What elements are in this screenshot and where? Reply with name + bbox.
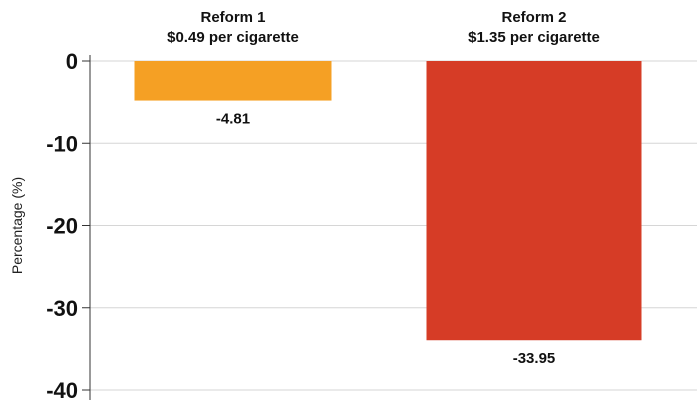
category-labels: Reform 1 $0.49 per cigarette Reform 2 $1.35… (167, 9, 600, 46)
y-tick-label: -20 (46, 214, 78, 239)
category-label: Reform 1 (200, 9, 265, 26)
y-tick-labels: 0 -10 -20 -30 -40 (46, 49, 78, 403)
y-tick-label: -40 (46, 378, 78, 403)
category-label: $1.35 per cigarette (468, 29, 600, 46)
data-label: -4.81 (216, 111, 250, 128)
y-tick-label: 0 (66, 49, 78, 74)
bar (134, 61, 332, 101)
category-label: $0.49 per cigarette (167, 29, 299, 46)
bar (426, 61, 642, 341)
y-axis-title: Percentage (%) (9, 177, 25, 274)
data-label: -33.95 (513, 350, 556, 367)
category-label: Reform 2 (501, 9, 566, 26)
data-labels: -4.81 -33.95 (216, 111, 555, 368)
y-tick-label: -10 (46, 131, 78, 156)
bars (134, 61, 642, 341)
y-tick-label: -30 (46, 296, 78, 321)
